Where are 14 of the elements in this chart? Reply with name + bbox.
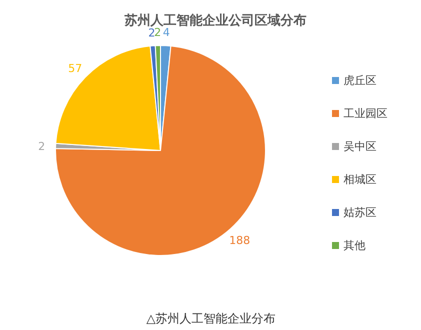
data-label: 2 (148, 26, 156, 40)
legend-label: 相城区 (344, 173, 376, 186)
data-label: 57 (68, 62, 82, 76)
legend-label: 虎丘区 (344, 74, 376, 87)
text: △苏州人工智能企业分布 (146, 312, 276, 326)
legend-label: 吴中区 (344, 140, 376, 153)
chart-title: 苏州人工智能企业公司区域分布 (124, 12, 306, 28)
data-label: 188 (229, 234, 250, 247)
legend-label: 其他 (344, 239, 366, 252)
data-label: 2 (154, 26, 162, 40)
data-label: 2 (38, 140, 46, 153)
legend-label: 工业园区 (344, 107, 388, 120)
legend-label: 姑苏区 (344, 206, 376, 219)
data-label: 4 (162, 26, 170, 40)
